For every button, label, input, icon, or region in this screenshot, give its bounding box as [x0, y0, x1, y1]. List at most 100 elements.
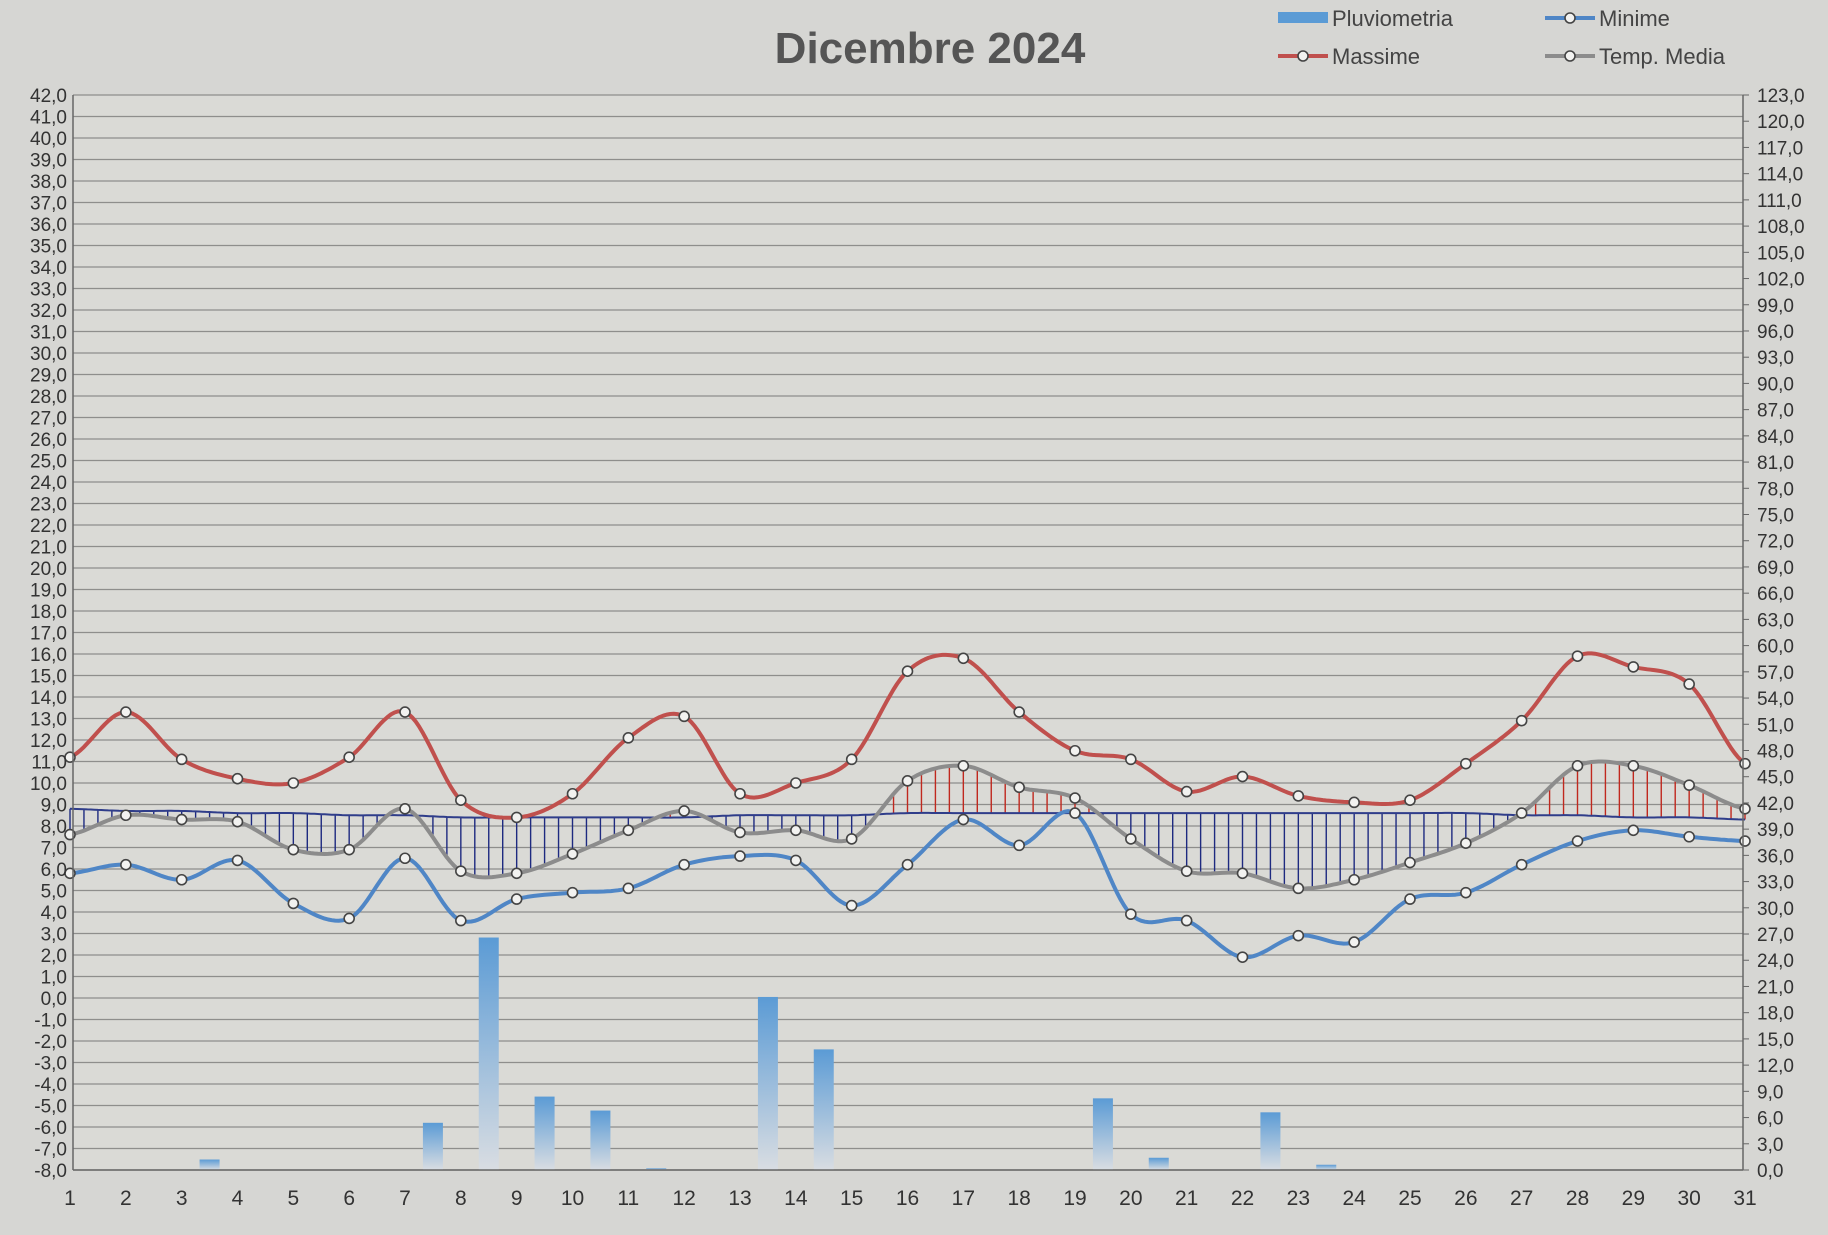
x-tick-label: 21	[1175, 1187, 1198, 1210]
y-right-tick-label: 123,0	[1757, 86, 1805, 107]
data-point	[1460, 886, 1472, 899]
y-right-tick-label: 108,0	[1757, 217, 1805, 238]
data-point	[1069, 744, 1081, 757]
data-point	[790, 854, 802, 867]
y-left-tick-label: 19,0	[30, 581, 67, 602]
rain-bar	[478, 937, 499, 1170]
y-left-tick-label: -7,0	[34, 1140, 67, 1161]
rain-bar	[590, 1110, 611, 1170]
y-left-tick-label: 40,0	[30, 129, 67, 150]
y-left-tick-label: 20,0	[30, 559, 67, 580]
series-lines	[64, 650, 1751, 963]
reference-line	[69, 807, 1745, 821]
data-point	[622, 882, 635, 895]
data-point	[510, 811, 523, 824]
x-tick-label: 9	[511, 1187, 523, 1210]
y-left-tick-label: 9,0	[41, 796, 67, 817]
rain-bar	[813, 1049, 834, 1170]
data-point	[1125, 908, 1137, 920]
y-left-tick-label: 21,0	[30, 538, 67, 559]
x-tick-label: 23	[1287, 1187, 1310, 1210]
y-right-tick-label: 51,0	[1757, 715, 1794, 736]
data-point	[1125, 833, 1137, 845]
data-point	[175, 813, 188, 826]
x-tick-label: 4	[232, 1187, 244, 1210]
x-tick-label: 17	[952, 1187, 975, 1210]
y-left-tick-label: 5,0	[41, 882, 67, 903]
x-tick-label: 14	[784, 1187, 808, 1210]
y-right-tick-label: 105,0	[1757, 243, 1805, 264]
x-tick-label: 7	[399, 1187, 411, 1210]
rain-bars	[199, 937, 1337, 1170]
legend-label: Minime	[1599, 6, 1670, 31]
y-left-tick-label: -4,0	[34, 1075, 67, 1096]
y-right-tick-label: 27,0	[1757, 925, 1794, 946]
data-point	[1571, 650, 1584, 662]
rain-bar	[1148, 1157, 1169, 1170]
data-point	[287, 897, 300, 910]
x-tick-label: 22	[1231, 1187, 1254, 1210]
y-left-tick-label: 10,0	[30, 774, 67, 795]
chart-title: Dicembre 2024	[775, 24, 1086, 73]
y-left-tick-label: 42,0	[30, 86, 67, 107]
y-left-tick-label: -3,0	[34, 1054, 67, 1075]
data-point	[455, 914, 467, 927]
data-point	[1292, 790, 1305, 802]
data-point	[845, 833, 858, 845]
data-point	[120, 706, 132, 718]
x-tick-label: 8	[455, 1187, 467, 1210]
y-left-tick-label: 27,0	[30, 409, 67, 430]
y-left-tick-label: 3,0	[41, 925, 67, 946]
data-point	[120, 858, 132, 871]
legend-marker	[1564, 12, 1576, 24]
x-tick-label: 20	[1119, 1187, 1142, 1210]
y-left-tick-label: 26,0	[30, 430, 67, 451]
y-right-tick-label: 99,0	[1757, 296, 1794, 317]
data-point	[1125, 753, 1137, 766]
y-left-tick-label: 13,0	[30, 710, 67, 731]
y-right-tick-label: 60,0	[1757, 637, 1794, 658]
data-point	[1627, 824, 1640, 837]
y-left-tick-label: 38,0	[30, 172, 67, 193]
y-right-tick-label: 57,0	[1757, 663, 1794, 684]
x-tick-label: 24	[1342, 1187, 1366, 1210]
data-point	[678, 858, 690, 871]
y-right-tick-label: 93,0	[1757, 348, 1794, 369]
legend-label: Temp. Media	[1599, 44, 1726, 69]
data-point	[1180, 785, 1193, 798]
x-tick-label: 30	[1677, 1187, 1700, 1210]
y-left-tick-label: 36,0	[30, 215, 67, 236]
data-point	[622, 824, 635, 837]
y-left-tick-label: 8,0	[41, 817, 67, 838]
y-left-tick-label: 25,0	[30, 452, 67, 473]
y-left-tick-label: 15,0	[30, 667, 67, 688]
y-right-tick-label: 69,0	[1757, 558, 1794, 579]
legend-marker	[1297, 50, 1309, 62]
data-point	[287, 777, 300, 789]
x-tick-label: 13	[728, 1187, 751, 1210]
y-left-tick-label: 2,0	[41, 946, 67, 967]
y-right-tick-label: 84,0	[1757, 427, 1794, 448]
data-point	[566, 848, 579, 860]
data-point	[1515, 858, 1528, 871]
y-left-tick-label: 14,0	[30, 688, 67, 709]
data-point	[1180, 914, 1193, 927]
legend-label: Massime	[1332, 44, 1420, 69]
x-tick-label: 11	[617, 1187, 639, 1210]
data-point	[399, 706, 411, 718]
data-point	[175, 873, 188, 886]
y-left-tick-label: 39,0	[30, 151, 67, 172]
rain-bar	[1092, 1098, 1113, 1170]
rain-bar	[422, 1122, 443, 1170]
y-left-tick-label: 6,0	[41, 860, 67, 881]
y-left-tick-label: 34,0	[30, 258, 67, 279]
rain-bar	[646, 1168, 667, 1170]
data-point	[510, 867, 523, 880]
y-right-tick-label: 45,0	[1757, 768, 1794, 789]
data-point	[566, 787, 579, 800]
data-point	[566, 886, 579, 899]
data-point	[1348, 873, 1360, 886]
x-tick-label: 1	[64, 1187, 76, 1210]
y-right-tick-label: 3,0	[1757, 1135, 1783, 1156]
